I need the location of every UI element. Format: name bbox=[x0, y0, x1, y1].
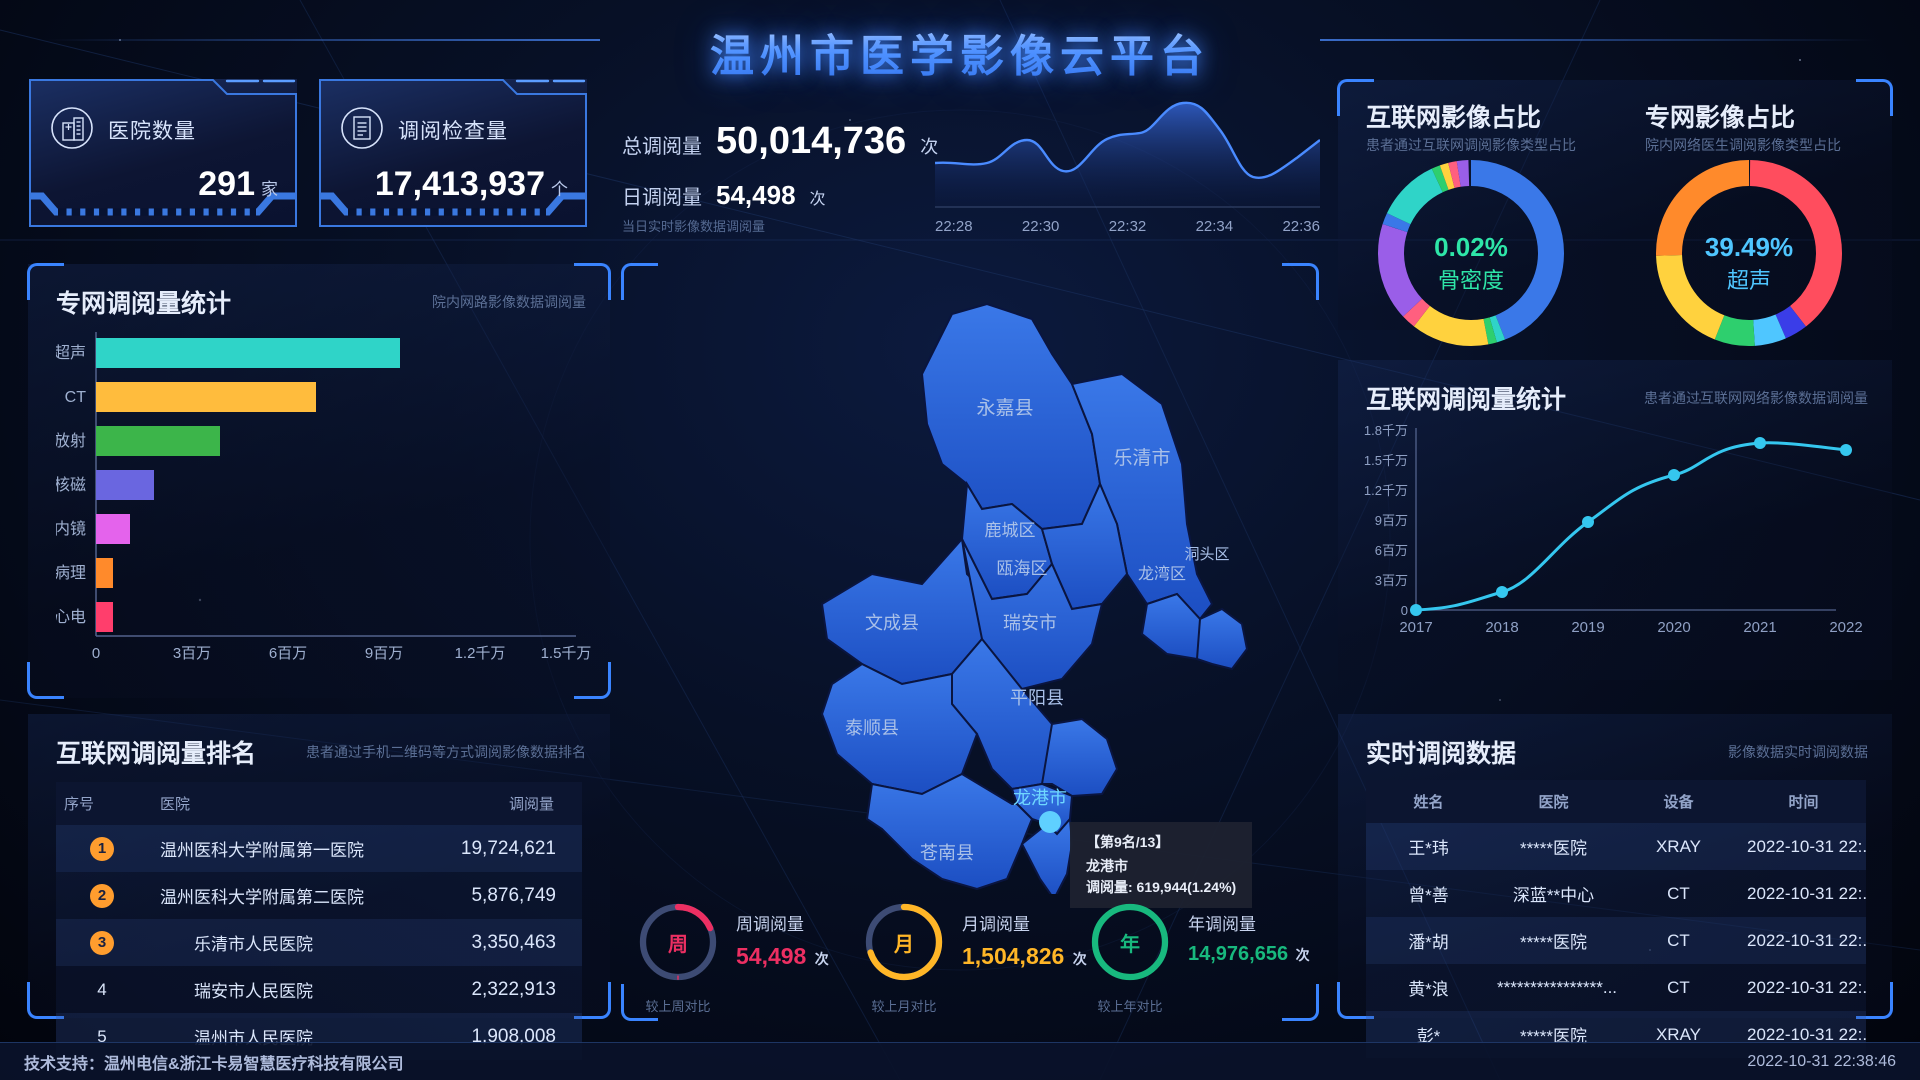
svg-text:1.5千万: 1.5千万 bbox=[1364, 453, 1408, 468]
svg-text:2022: 2022 bbox=[1829, 619, 1862, 636]
svg-text:苍南县: 苍南县 bbox=[920, 843, 974, 863]
svg-text:病理: 病理 bbox=[56, 564, 86, 582]
svg-text:瓯海区: 瓯海区 bbox=[997, 559, 1048, 578]
svg-text:文成县: 文成县 bbox=[865, 613, 919, 633]
svg-text:2018: 2018 bbox=[1485, 619, 1518, 636]
svg-text:洞头区: 洞头区 bbox=[1184, 546, 1229, 563]
svg-text:0: 0 bbox=[92, 645, 100, 662]
svg-text:CT: CT bbox=[65, 389, 87, 406]
svg-text:龙湾区: 龙湾区 bbox=[1138, 565, 1186, 583]
svg-text:平阳县: 平阳县 bbox=[1010, 688, 1064, 708]
svg-text:2019: 2019 bbox=[1571, 619, 1604, 636]
svg-text:0.02%: 0.02% bbox=[1434, 232, 1508, 262]
svg-text:超声: 超声 bbox=[56, 344, 86, 362]
svg-text:2017: 2017 bbox=[1399, 619, 1432, 636]
svg-text:9百万: 9百万 bbox=[1375, 513, 1408, 528]
svg-text:超声: 超声 bbox=[1727, 268, 1771, 293]
svg-text:3百万: 3百万 bbox=[173, 645, 211, 662]
svg-text:泰顺县: 泰顺县 bbox=[845, 718, 899, 738]
svg-text:核磁: 核磁 bbox=[56, 476, 86, 494]
svg-text:6百万: 6百万 bbox=[269, 645, 307, 662]
svg-text:骨密度: 骨密度 bbox=[1438, 268, 1504, 293]
svg-text:1.2千万: 1.2千万 bbox=[455, 645, 506, 662]
svg-text:6百万: 6百万 bbox=[1375, 543, 1408, 558]
svg-text:龙港市: 龙港市 bbox=[1013, 788, 1067, 808]
svg-text:内镜: 内镜 bbox=[56, 519, 86, 538]
svg-text:0: 0 bbox=[1401, 603, 1408, 618]
svg-text:1.5千万: 1.5千万 bbox=[541, 645, 592, 662]
svg-text:心电: 心电 bbox=[56, 608, 86, 626]
svg-text:瑞安市: 瑞安市 bbox=[1003, 613, 1057, 633]
svg-text:3百万: 3百万 bbox=[1375, 573, 1408, 588]
svg-text:乐清市: 乐清市 bbox=[1113, 447, 1170, 469]
svg-text:2020: 2020 bbox=[1657, 619, 1690, 636]
svg-text:永嘉县: 永嘉县 bbox=[976, 397, 1033, 419]
svg-text:9百万: 9百万 bbox=[365, 645, 403, 662]
svg-text:1.8千万: 1.8千万 bbox=[1364, 423, 1408, 438]
svg-text:39.49%: 39.49% bbox=[1705, 232, 1793, 262]
svg-text:鹿城区: 鹿城区 bbox=[985, 521, 1036, 540]
svg-text:2021: 2021 bbox=[1743, 619, 1776, 636]
svg-text:放射: 放射 bbox=[56, 432, 86, 450]
svg-text:1.2千万: 1.2千万 bbox=[1364, 483, 1408, 498]
